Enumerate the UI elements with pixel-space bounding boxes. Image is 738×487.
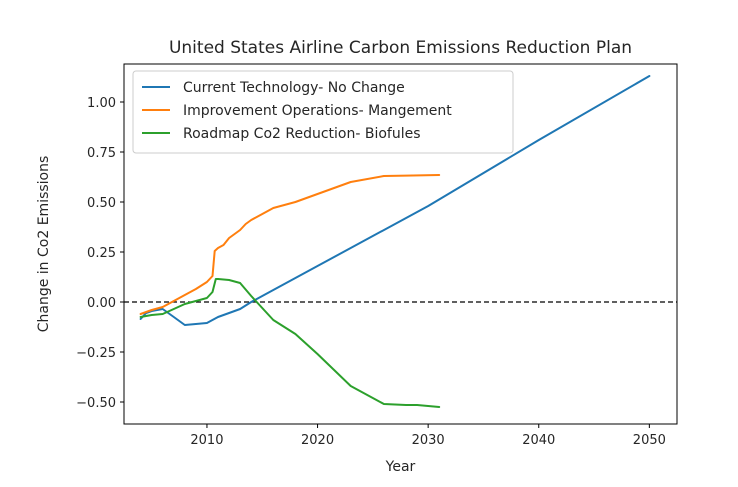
series-line-3 xyxy=(139,278,441,408)
legend-label-2: Improvement Operations- Mangement xyxy=(183,103,452,119)
y-tick-label: 1.00 xyxy=(87,96,116,111)
y-axis: −0.50 −0.25 0.00 0.25 0.50 0.75 1.00 xyxy=(76,96,124,411)
legend-label-3: Roadmap Co2 Reduction- Biofules xyxy=(183,126,421,142)
legend: Current Technology- No Change Improvement… xyxy=(132,70,514,154)
plot-area xyxy=(123,63,678,425)
plot-frame xyxy=(123,63,678,425)
series-line-1 xyxy=(139,75,651,326)
series-line-2 xyxy=(139,174,441,315)
x-axis-label: Year xyxy=(385,459,416,475)
chart-title: United States Airline Carbon Emissions R… xyxy=(169,38,632,58)
x-tick-label: 2040 xyxy=(522,433,555,448)
y-tick-label: 0.25 xyxy=(87,246,116,261)
legend-label-1: Current Technology- No Change xyxy=(183,80,405,96)
x-tick-label: 2010 xyxy=(190,433,223,448)
legend-box xyxy=(132,70,514,154)
x-tick-label: 2020 xyxy=(301,433,334,448)
x-tick-label: 2050 xyxy=(633,433,666,448)
x-tick-label: 2030 xyxy=(412,433,445,448)
x-axis: 2010 2020 2030 2040 2050 xyxy=(190,424,666,448)
y-axis-label: Change in Co2 Emissions xyxy=(36,156,52,333)
y-tick-label: −0.50 xyxy=(76,396,116,411)
y-tick-label: 0.75 xyxy=(87,146,116,161)
y-tick-label: −0.25 xyxy=(76,346,116,361)
y-tick-label: 0.50 xyxy=(87,196,116,211)
y-tick-label: 0.00 xyxy=(87,296,116,311)
